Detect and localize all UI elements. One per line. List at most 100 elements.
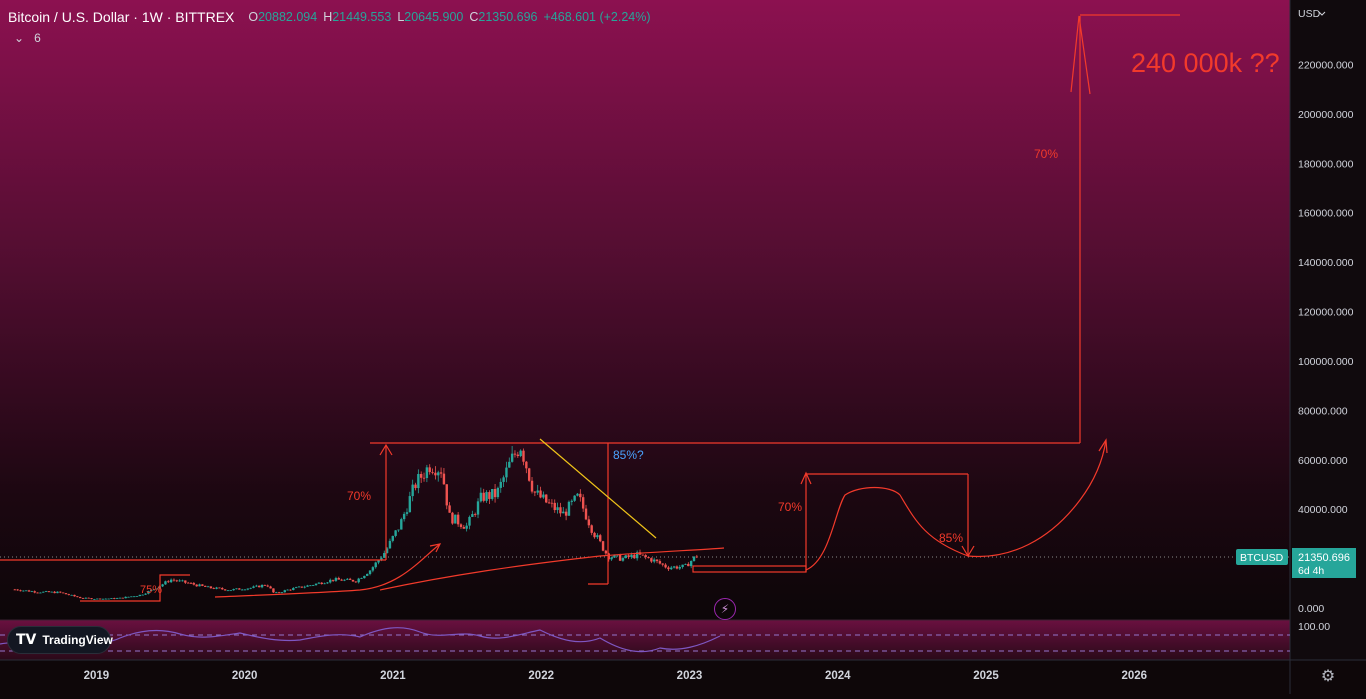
candle-body xyxy=(87,597,90,599)
candle-body xyxy=(408,496,412,513)
rsi-indicator: 100.00 xyxy=(0,621,1330,653)
candle-body xyxy=(630,554,633,558)
currency-chevron-icon[interactable] xyxy=(1318,11,1326,16)
candle-body xyxy=(488,492,491,499)
candle-body xyxy=(513,453,517,455)
candle-body xyxy=(67,594,71,596)
candle-body xyxy=(601,541,605,551)
time-axis-label: 2019 xyxy=(84,670,110,682)
candle-body xyxy=(465,525,468,529)
candle-body xyxy=(573,495,576,501)
candle-body xyxy=(510,453,514,462)
candle-body xyxy=(527,468,531,481)
candle-body xyxy=(306,585,309,587)
candle-body xyxy=(462,526,466,529)
candle-body xyxy=(212,588,215,589)
candle-body xyxy=(215,587,218,589)
chart-background xyxy=(0,0,1290,620)
candle-body xyxy=(269,586,272,589)
candle-body xyxy=(39,592,42,594)
candle-body xyxy=(579,493,582,498)
price-axis-label: 160000.000 xyxy=(1298,208,1354,220)
candle-body xyxy=(354,581,358,583)
currency-label[interactable]: USD xyxy=(1298,8,1321,20)
time-axis-label: 2022 xyxy=(528,670,554,682)
close-value: 21350.696 xyxy=(478,10,538,24)
candle-body xyxy=(232,589,235,591)
price-axis-label: 120000.000 xyxy=(1298,307,1354,319)
left-measure-arrowhead xyxy=(379,443,393,456)
candle-body xyxy=(482,492,485,501)
candle-body xyxy=(383,553,386,558)
candle-body xyxy=(312,585,315,586)
candle-body xyxy=(530,480,534,492)
high-value: 21449.553 xyxy=(332,10,392,24)
candle-body xyxy=(456,514,460,525)
candle-body xyxy=(218,587,221,589)
candle-body xyxy=(695,556,699,558)
lightning-icon[interactable]: ⚡ xyxy=(714,598,736,620)
indicators-toggle[interactable]: ⌄ 6 xyxy=(14,31,41,45)
candle-body xyxy=(314,583,318,586)
price-tag xyxy=(1292,548,1356,578)
candle-body xyxy=(508,461,511,468)
candle-body xyxy=(22,590,25,592)
candle-body xyxy=(53,591,56,594)
candle-body xyxy=(76,596,79,598)
candle-body xyxy=(78,597,82,599)
candle-body xyxy=(590,525,593,533)
candle-body xyxy=(121,597,125,599)
symbol-tag xyxy=(1236,549,1288,565)
candle-body xyxy=(419,473,423,478)
candle-body xyxy=(141,594,144,596)
symbol-tag-text: BTCUSD xyxy=(1240,552,1284,564)
candle-body xyxy=(624,555,627,559)
candle-body xyxy=(434,472,437,476)
price-axis-label: 220000.000 xyxy=(1298,59,1354,71)
candle-body xyxy=(351,579,355,582)
candle-body xyxy=(556,507,559,511)
candle-body xyxy=(428,467,431,473)
candle-body xyxy=(96,598,99,600)
rsi-pane-background xyxy=(0,620,1290,660)
candle-body xyxy=(493,488,497,498)
candle-body xyxy=(56,591,59,594)
candle-body xyxy=(27,590,31,592)
candle-body xyxy=(24,590,28,592)
candle-body xyxy=(479,492,483,502)
candle-body xyxy=(522,450,525,462)
candle-body xyxy=(562,511,565,514)
candle-body xyxy=(252,586,255,588)
candle-body xyxy=(101,598,105,600)
candle-body xyxy=(127,596,130,598)
candle-body xyxy=(641,554,645,556)
price-axis-label: 80000.000 xyxy=(1298,405,1348,417)
candle-body xyxy=(655,559,659,562)
symbol-title[interactable]: Bitcoin / U.S. Dollar · 1W · BITTREX xyxy=(8,9,235,25)
time-axis-label: 2020 xyxy=(232,670,258,682)
time-axis-label: 2024 xyxy=(825,670,851,682)
candle-body xyxy=(303,586,306,588)
candle-body xyxy=(64,593,68,595)
gear-icon[interactable]: ⚙ xyxy=(1320,666,1336,685)
candle-body xyxy=(468,516,471,526)
candle-body xyxy=(417,473,420,489)
candle-body xyxy=(627,555,630,558)
low-label: L xyxy=(397,10,405,24)
tradingview-logo[interactable]: TV TradingView xyxy=(7,626,113,654)
candle-body xyxy=(167,581,170,583)
candle-body xyxy=(289,589,292,591)
candle-body xyxy=(380,557,383,561)
candle-body xyxy=(266,585,269,587)
candle-body xyxy=(368,570,372,574)
candle-body xyxy=(519,450,522,457)
candle-body xyxy=(644,555,647,558)
tradingview-logo-icon: TV xyxy=(16,632,37,648)
candle-body xyxy=(545,494,548,503)
candle-body xyxy=(317,582,321,584)
candle-body xyxy=(394,530,397,536)
chevron-down-icon[interactable]: ⌄ xyxy=(14,31,25,45)
candle-body xyxy=(505,467,508,478)
